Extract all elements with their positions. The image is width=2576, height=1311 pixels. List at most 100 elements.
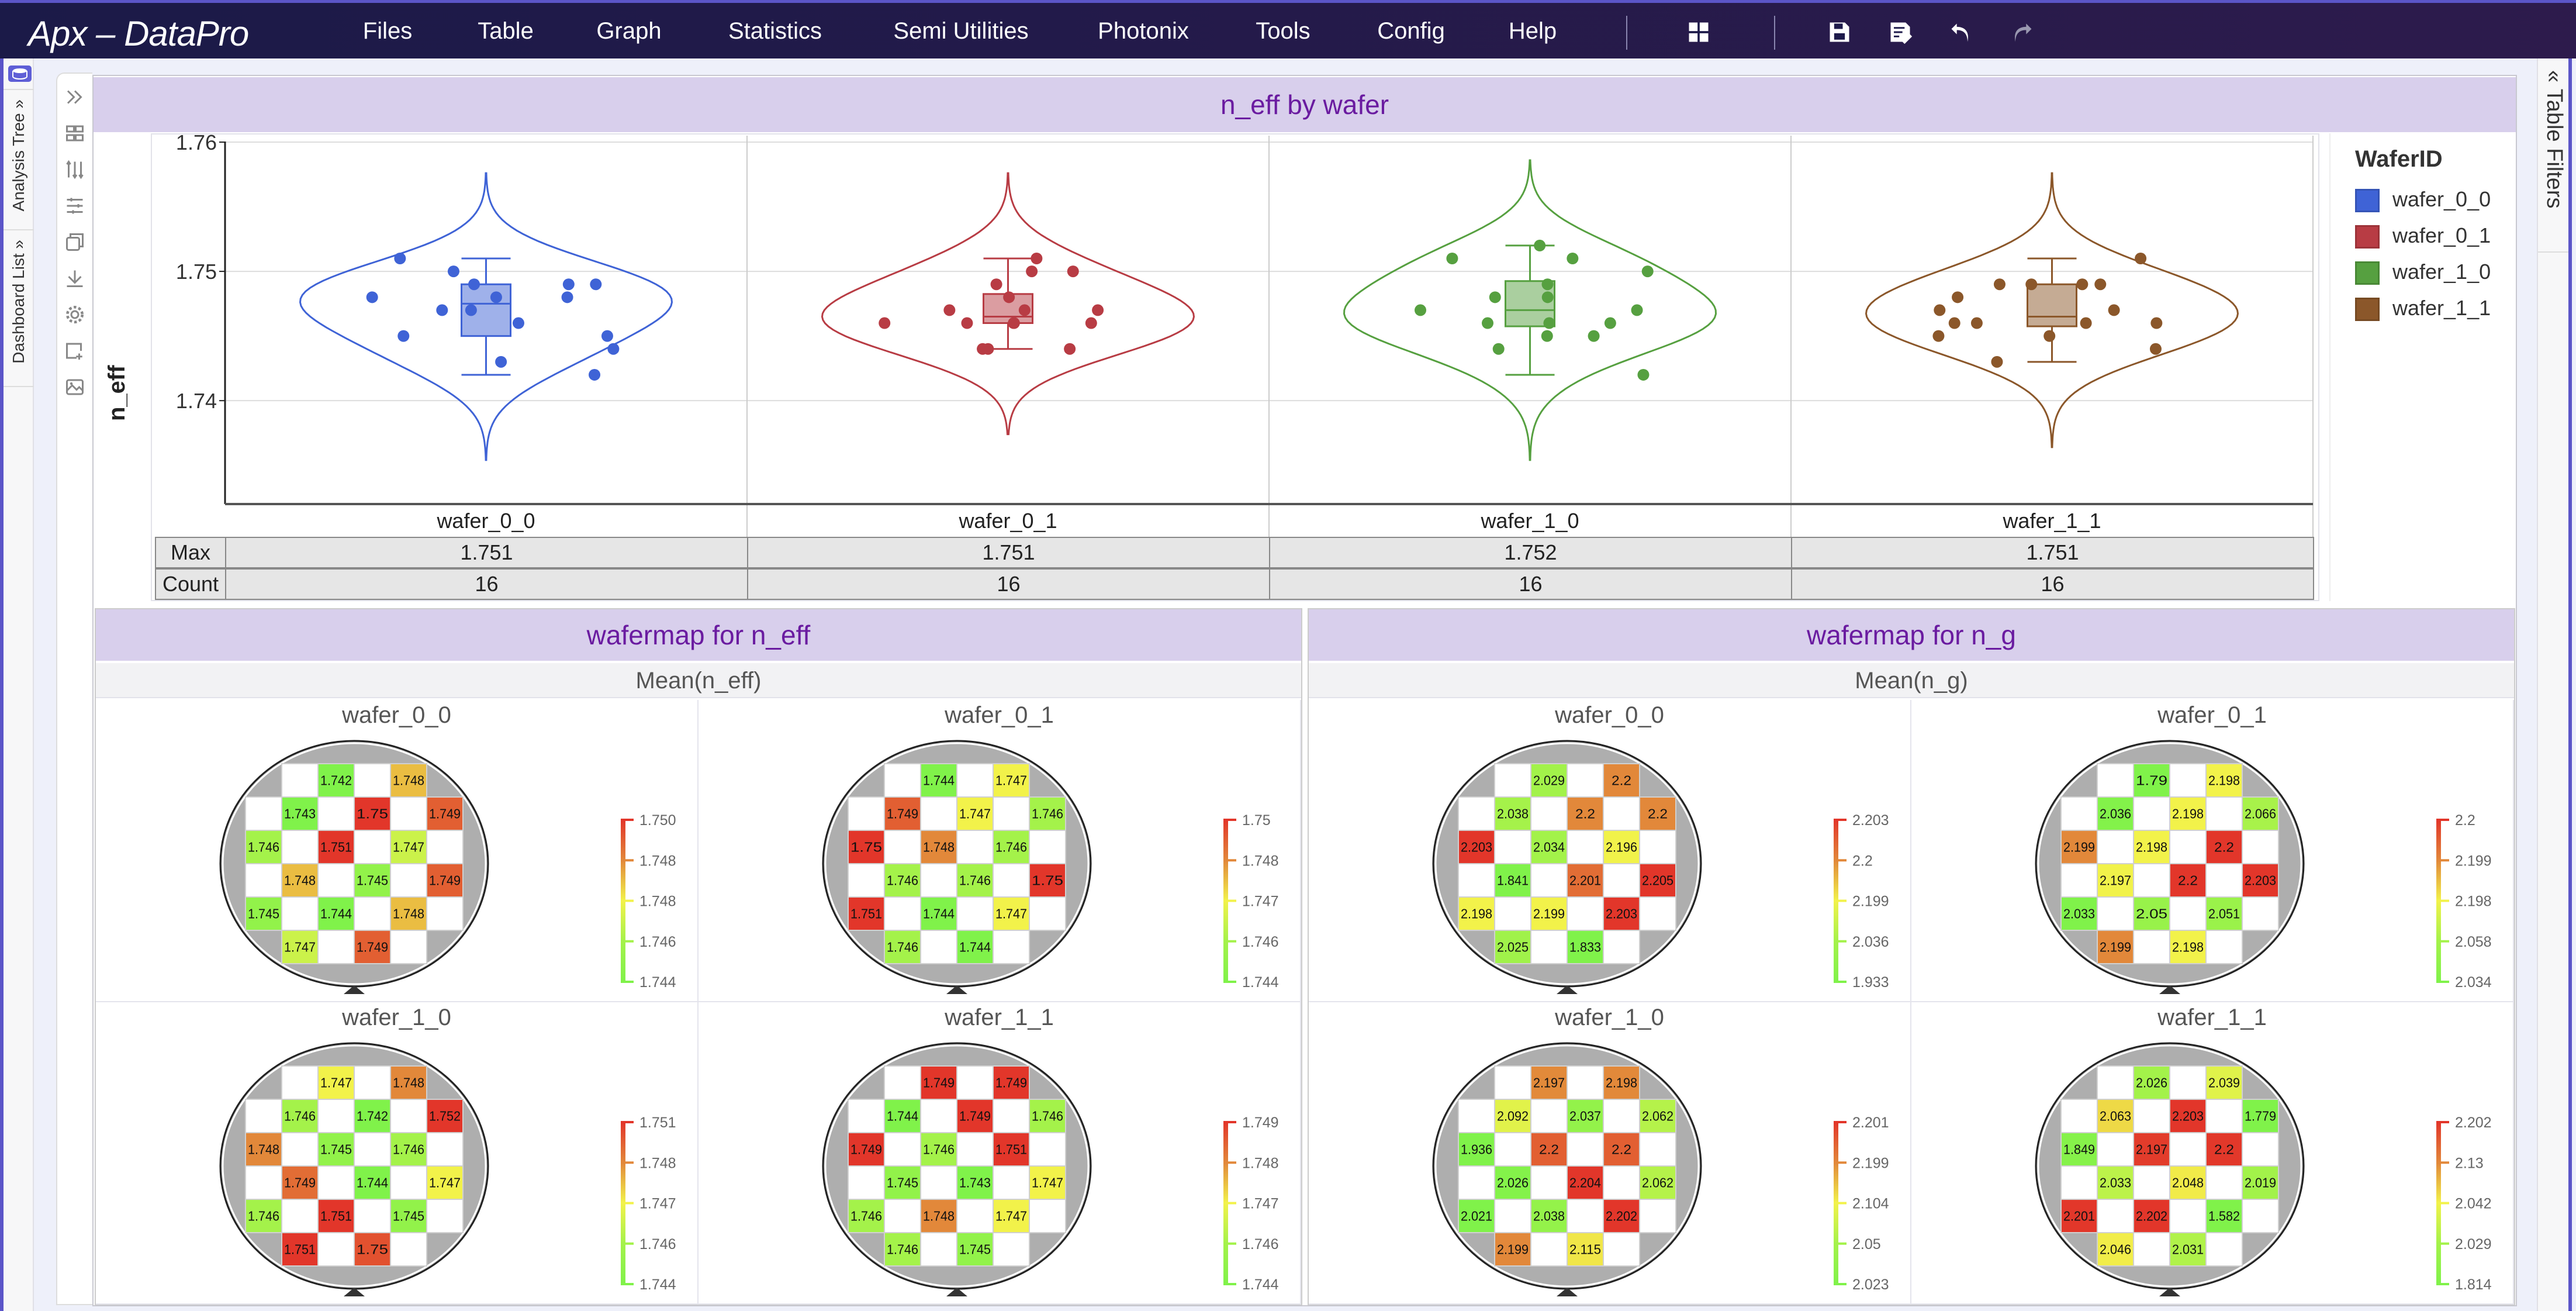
- data-point[interactable]: [1970, 317, 1983, 329]
- data-point[interactable]: [1952, 291, 1964, 303]
- die-cell[interactable]: [2242, 863, 2279, 898]
- layout-icon[interactable]: [1686, 19, 1711, 45]
- data-point[interactable]: [2076, 278, 2089, 291]
- violin-wafer_0_1[interactable]: [821, 172, 1195, 436]
- data-point[interactable]: [2094, 278, 2107, 291]
- die-cell[interactable]: [1639, 863, 1676, 898]
- data-point[interactable]: [607, 343, 620, 355]
- copy-icon[interactable]: [64, 232, 85, 253]
- legend-item-wafer_0_1[interactable]: wafer_0_1: [2355, 223, 2491, 249]
- menu-config[interactable]: Config: [1377, 18, 1445, 44]
- undo-icon[interactable]: [1948, 19, 1974, 45]
- die-cell[interactable]: [2133, 1199, 2170, 1233]
- sort-icon[interactable]: [64, 159, 85, 180]
- download-icon[interactable]: [64, 268, 85, 289]
- die-cell[interactable]: [1567, 1232, 1604, 1267]
- die-cell[interactable]: [920, 1132, 957, 1167]
- die-cell[interactable]: [1530, 1199, 1568, 1233]
- image-icon[interactable]: [64, 377, 85, 398]
- data-point[interactable]: [589, 368, 601, 381]
- die-cell[interactable]: [848, 830, 885, 864]
- violin-wafer_1_0[interactable]: [1343, 159, 1717, 461]
- die-cell[interactable]: [956, 1232, 994, 1267]
- die-cell[interactable]: [1494, 1099, 1531, 1133]
- die-cell[interactable]: [920, 830, 957, 864]
- data-point[interactable]: [1492, 343, 1505, 355]
- data-point[interactable]: [1543, 317, 1555, 329]
- data-point[interactable]: [982, 343, 994, 355]
- die-cell[interactable]: [2169, 930, 2207, 964]
- die-cell[interactable]: [993, 763, 1030, 798]
- redo-icon[interactable]: [2009, 19, 2035, 45]
- box-wafer_1_1[interactable]: [2027, 283, 2077, 327]
- die-cell[interactable]: [848, 1132, 885, 1167]
- die-cell[interactable]: [354, 930, 391, 964]
- die-cell[interactable]: [1029, 863, 1066, 898]
- violin-wafer_0_0[interactable]: [299, 172, 673, 461]
- data-point[interactable]: [1934, 304, 1946, 316]
- die-cell[interactable]: [884, 863, 921, 898]
- violin-wafer_1_1[interactable]: [1865, 172, 2239, 448]
- data-point[interactable]: [1415, 304, 1427, 316]
- die-cell[interactable]: [281, 1232, 319, 1267]
- data-point[interactable]: [1534, 239, 1546, 251]
- data-point[interactable]: [1064, 343, 1076, 355]
- data-point[interactable]: [2043, 330, 2056, 342]
- die-cell[interactable]: [1494, 796, 1531, 831]
- data-point[interactable]: [1003, 291, 1015, 303]
- data-point[interactable]: [1541, 291, 1554, 303]
- die-cell[interactable]: [281, 863, 319, 898]
- data-point[interactable]: [1541, 278, 1554, 291]
- data-point[interactable]: [1031, 253, 1043, 264]
- die-cell[interactable]: [956, 1165, 994, 1200]
- die-cell[interactable]: [2060, 1132, 2098, 1167]
- die-cell[interactable]: [281, 1099, 319, 1133]
- die-cell[interactable]: [317, 830, 355, 864]
- data-point[interactable]: [1641, 265, 1654, 278]
- die-cell[interactable]: [426, 1165, 464, 1200]
- menu-table[interactable]: Table: [478, 18, 534, 44]
- die-cell[interactable]: [354, 1165, 391, 1200]
- data-point[interactable]: [2149, 343, 2162, 355]
- die-cell[interactable]: [426, 796, 464, 831]
- data-point[interactable]: [512, 317, 524, 329]
- save-icon[interactable]: [1827, 19, 1852, 45]
- die-cell[interactable]: [884, 1099, 921, 1133]
- table-filters-tab[interactable]: « Table Filters: [2542, 70, 2567, 246]
- box-wafer_0_0[interactable]: [461, 283, 511, 337]
- data-point[interactable]: [394, 253, 406, 264]
- data-point[interactable]: [1067, 265, 1079, 278]
- data-point[interactable]: [1481, 317, 1493, 329]
- legend-item-wafer_0_0[interactable]: wafer_0_0: [2355, 187, 2491, 213]
- die-cell[interactable]: [1458, 1199, 1495, 1233]
- die-cell[interactable]: [993, 1199, 1030, 1233]
- data-point[interactable]: [397, 330, 410, 342]
- die-cell[interactable]: [1458, 896, 1495, 931]
- die-cell[interactable]: [1494, 1165, 1531, 1200]
- data-point[interactable]: [561, 291, 573, 303]
- data-point[interactable]: [465, 304, 477, 316]
- die-cell[interactable]: [1494, 863, 1531, 898]
- die-cell[interactable]: [354, 863, 391, 898]
- menu-tools[interactable]: Tools: [1256, 18, 1311, 44]
- die-cell[interactable]: [2097, 1165, 2134, 1200]
- data-point[interactable]: [1991, 356, 2003, 368]
- legend-item-wafer_1_1[interactable]: wafer_1_1: [2355, 296, 2491, 322]
- die-cell[interactable]: [2133, 830, 2170, 864]
- die-cell[interactable]: [2097, 930, 2134, 964]
- die-cell[interactable]: [317, 896, 355, 931]
- data-point[interactable]: [1604, 317, 1616, 329]
- data-point[interactable]: [961, 317, 973, 329]
- legend-item-wafer_1_0[interactable]: wafer_1_0: [2355, 260, 2491, 285]
- die-cell[interactable]: [2205, 763, 2243, 798]
- data-point[interactable]: [436, 304, 448, 316]
- settings-icon[interactable]: [64, 304, 85, 325]
- data-point[interactable]: [1637, 368, 1650, 381]
- data-point[interactable]: [1588, 330, 1600, 342]
- die-cell[interactable]: [1029, 1099, 1066, 1133]
- die-cell[interactable]: [317, 1199, 355, 1233]
- data-point[interactable]: [1085, 317, 1097, 329]
- data-point[interactable]: [943, 304, 956, 316]
- add-chart-icon[interactable]: [64, 340, 85, 361]
- menu-files[interactable]: Files: [362, 18, 413, 44]
